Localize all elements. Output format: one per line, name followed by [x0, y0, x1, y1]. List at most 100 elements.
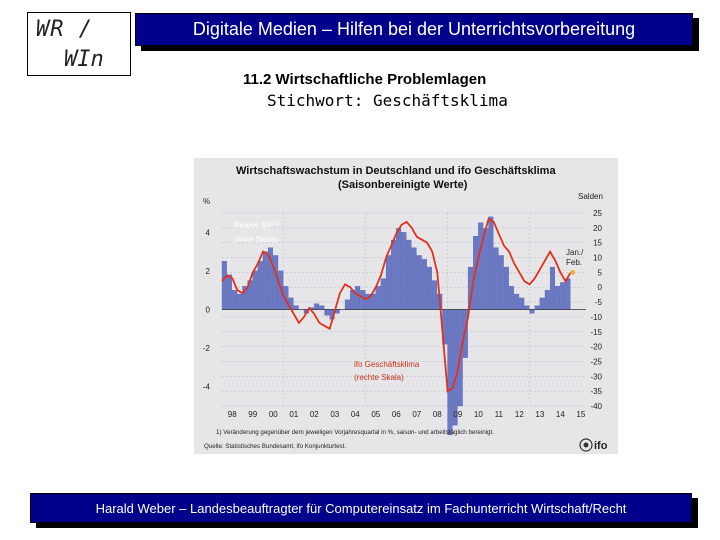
ifo-line [221, 217, 572, 393]
left-axis-ticks: -4 -2 0 2 4 [203, 228, 211, 391]
gdp-bar [498, 255, 504, 310]
gdp-bar [416, 255, 422, 310]
x-tick-label: 02 [310, 410, 319, 419]
chart-source: Quelle: Statistisches Bundesamt, ifo Kon… [204, 443, 346, 450]
x-tick-label: 01 [289, 410, 298, 419]
ifo-logo-icon [579, 438, 593, 452]
x-tick-label: 15 [576, 410, 585, 419]
gdp-bar [447, 309, 453, 436]
wr-win-logo: WR / WIn [27, 12, 131, 76]
left-tick-label: -4 [203, 383, 211, 392]
x-tick-label: 10 [474, 410, 483, 419]
gdp-bar [221, 261, 227, 310]
gdp-bar [344, 299, 350, 310]
footer-text: Harald Weber – Landesbeauftragter für Co… [95, 500, 627, 516]
gdp-bar [273, 255, 279, 310]
gdp-bar [488, 216, 494, 310]
footer-bar: Harald Weber – Landesbeauftragter für Co… [30, 493, 692, 523]
gdp-bar [514, 293, 520, 310]
latest-value-marker [570, 269, 576, 275]
x-tick-label: 04 [351, 410, 360, 419]
gdp-bar [493, 247, 499, 310]
gdp-bar [555, 286, 561, 310]
gdp-bar [432, 280, 438, 310]
slide-keyword: Stichwort: Geschäftsklima [267, 91, 508, 110]
gdp-bar [385, 255, 391, 310]
x-tick-label: 12 [515, 410, 524, 419]
x-tick-label: 08 [433, 410, 442, 419]
right-tick-label: 15 [593, 239, 602, 248]
gdp-bar [314, 303, 320, 310]
gdp-bar [380, 278, 386, 310]
right-tick-label: 10 [593, 254, 602, 263]
right-tick-label: -35 [590, 387, 602, 396]
gdp-bar [355, 286, 361, 310]
right-axis-unit: Salden [578, 192, 603, 201]
legend-gdp-name: Reales BIP [234, 221, 274, 230]
gdp-ifo-chart: Wirtschaftswachstum in Deutschland und i… [194, 158, 618, 454]
gdp-bar [560, 282, 566, 310]
x-tick-label: 07 [412, 410, 421, 419]
gdp-bar [452, 309, 458, 426]
slide-subtitle: 11.2 Wirtschaftliche Problemlagen [243, 71, 487, 88]
legend-gdp-scale: (linke Skala) [234, 235, 278, 244]
logo-line-1: WR / [36, 17, 93, 42]
annotation-jan: Jan./ [566, 248, 584, 257]
gdp-bar [529, 309, 535, 314]
legend-gdp-label: Reales BIP1) [234, 221, 279, 230]
logo-line-2: WIn [64, 47, 104, 72]
x-axis-ticks: 98 99 00 01 02 03 04 05 06 07 08 09 10 11 12 13 14 15 [228, 410, 586, 419]
gdp-bar [324, 309, 330, 316]
header-title: Digitale Medien – Hilfen bei der Unterri… [192, 19, 636, 39]
gdp-bar [360, 290, 366, 310]
x-tick-label: 98 [228, 410, 237, 419]
x-tick-label: 11 [495, 410, 504, 419]
legend-ifo-label: ifo Geschäftsklima [354, 360, 420, 369]
chart-title: Wirtschaftswachstum in Deutschland und i… [236, 165, 556, 177]
gdp-bar [252, 270, 258, 310]
right-tick-label: -40 [590, 402, 602, 411]
gdp-bar [421, 259, 427, 310]
right-tick-label: -30 [590, 372, 602, 381]
right-tick-label: -5 [595, 298, 603, 307]
gdp-bar [503, 266, 509, 310]
x-tick-label: 03 [330, 410, 339, 419]
gdp-bar [478, 222, 484, 310]
gdp-bar [375, 286, 381, 310]
gdp-bar [293, 305, 299, 310]
x-tick-label: 14 [556, 410, 565, 419]
x-tick-label: 00 [269, 410, 278, 419]
header-bar: Digitale Medien – Hilfen bei der Unterri… [135, 13, 693, 46]
x-tick-label: 99 [248, 410, 257, 419]
ifo-logo: ifo [579, 438, 608, 452]
gdp-bar [565, 278, 571, 310]
gdp-bar [534, 305, 540, 310]
gdp-bar [401, 232, 407, 310]
gdp-bar [426, 266, 432, 310]
chart-footnote: 1) Veränderung gegenüber dem jeweiligen … [216, 429, 494, 436]
ifo-logo-text: ifo [594, 440, 608, 452]
chart-subtitle: (Saisonbereinigte Werte) [338, 179, 468, 191]
gdp-bar [406, 239, 412, 310]
gdp-bar [539, 297, 545, 310]
x-tick-label: 13 [535, 410, 544, 419]
left-tick-label: -2 [203, 344, 211, 353]
gdp-bar [257, 261, 263, 310]
right-tick-label: 5 [598, 268, 603, 277]
gdp-bar [549, 266, 555, 310]
chart-container: Wirtschaftswachstum in Deutschland und i… [194, 158, 618, 454]
x-tick-label: 09 [453, 410, 462, 419]
gdp-bar [483, 228, 489, 310]
ifo-logo-dot-icon [583, 442, 589, 448]
right-tick-label: 0 [598, 283, 603, 292]
right-axis-ticks: -40 -35 -30 -25 -20 -15 -10 -5 0 5 10 15 20 25 [590, 209, 602, 411]
right-tick-label: 25 [593, 209, 602, 218]
left-tick-label: 2 [206, 267, 211, 276]
gdp-bar [396, 228, 402, 310]
right-tick-label: -25 [590, 357, 602, 366]
gdp-bar [319, 305, 325, 310]
right-tick-label: -15 [590, 328, 602, 337]
gdp-bar [524, 305, 530, 310]
left-axis-unit: % [203, 197, 210, 206]
gdp-bar [262, 251, 268, 310]
